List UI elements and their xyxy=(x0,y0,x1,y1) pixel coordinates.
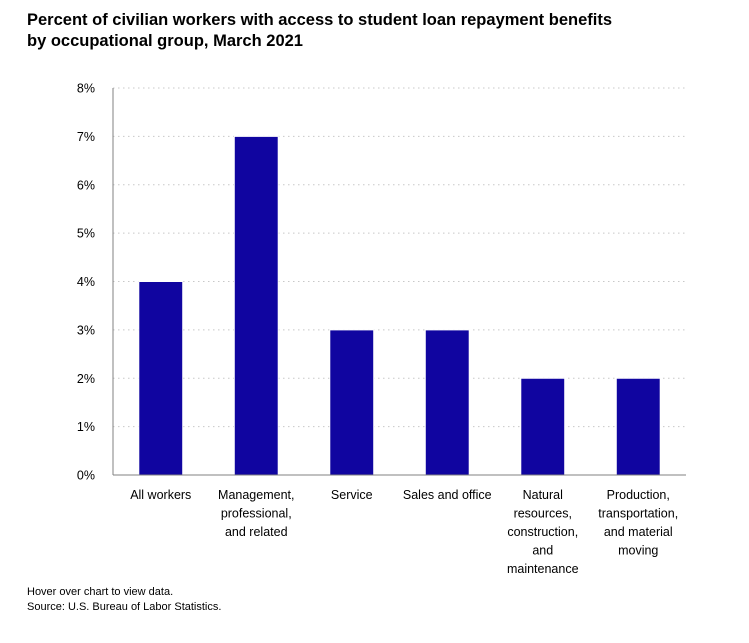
x-tick-label-line: and xyxy=(532,544,553,558)
bars xyxy=(139,136,660,475)
x-tick-label-line: professional, xyxy=(221,507,292,521)
gridlines xyxy=(113,88,686,427)
x-tick-label-line: Sales and office xyxy=(403,488,492,502)
bar[interactable] xyxy=(425,330,469,475)
source-note: Source: U.S. Bureau of Labor Statistics. xyxy=(27,600,221,615)
x-tick-label: Production, transportation, and material mo… xyxy=(598,488,678,558)
x-tick-label-line: Management, xyxy=(218,488,294,502)
y-tick-label: 1% xyxy=(77,420,95,434)
y-tick-label: 5% xyxy=(77,227,95,241)
x-tick-label-line: All workers xyxy=(130,488,191,502)
y-tick-label: 7% xyxy=(77,130,95,144)
bar[interactable] xyxy=(234,136,278,475)
y-tick-label: 8% xyxy=(77,82,95,96)
x-tick-label: Natural resources, construction, and mainten… xyxy=(507,488,579,576)
x-tick-label-line: resources, xyxy=(514,507,572,521)
bar[interactable] xyxy=(521,378,565,475)
x-tick-label-line: Production, xyxy=(607,488,670,502)
y-tick-label: 3% xyxy=(77,323,95,337)
hover-note: Hover over chart to view data. xyxy=(27,585,221,600)
x-tick-label: Sales and office xyxy=(403,488,492,502)
x-tick-label-line: transportation, xyxy=(598,507,678,521)
y-tick-label: 0% xyxy=(77,469,95,483)
y-tick-label: 2% xyxy=(77,372,95,386)
x-tick-label-line: Service xyxy=(331,488,373,502)
x-tick-label: All workers xyxy=(130,488,191,502)
x-tick-label-line: moving xyxy=(618,544,658,558)
y-tick-label: 6% xyxy=(77,178,95,192)
bar[interactable] xyxy=(330,330,374,475)
x-tick-label-line: Natural xyxy=(523,488,563,502)
bar[interactable] xyxy=(139,282,183,476)
bar[interactable] xyxy=(616,378,660,475)
x-tick-label-line: maintenance xyxy=(507,562,579,576)
y-tick-label: 4% xyxy=(77,275,95,289)
x-tick-label-line: construction, xyxy=(507,525,578,539)
x-tick-label: Service xyxy=(331,488,373,502)
x-tick-label: Management, professional, and related xyxy=(218,488,294,539)
x-tick-label-line: and material xyxy=(604,525,673,539)
x-tick-label-line: and related xyxy=(225,525,288,539)
chart-footer: Hover over chart to view data. Source: U… xyxy=(27,585,221,614)
